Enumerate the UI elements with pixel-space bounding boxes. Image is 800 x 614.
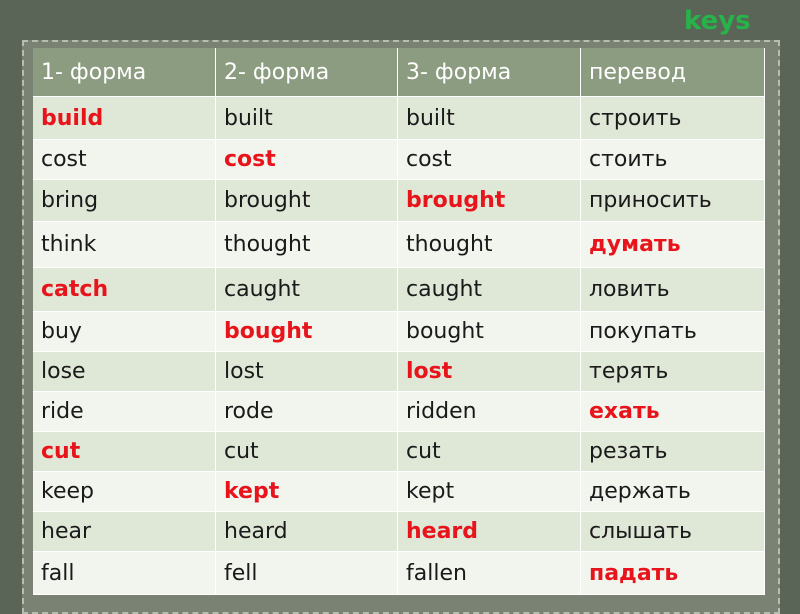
table-row: fall fell fallen падать (33, 552, 765, 595)
table-cell: buy (33, 312, 216, 352)
table-cell: brought (216, 180, 398, 222)
table-cell: терять (581, 352, 765, 392)
table-cell: lose (33, 352, 216, 392)
table-row: keep kept kept держать (33, 472, 765, 512)
table-cell: rode (216, 392, 398, 432)
table-cell: падать (581, 552, 765, 595)
table-cell: lost (398, 352, 581, 392)
table-cell: bought (216, 312, 398, 352)
table-cell: lost (216, 352, 398, 392)
table-row: bring brought brought приносить (33, 180, 765, 222)
table-row: cost cost cost стоить (33, 140, 765, 180)
table-cell: cut (398, 432, 581, 472)
table-cell: строить (581, 97, 765, 140)
table-row: ride rode ridden ехать (33, 392, 765, 432)
table-cell: fall (33, 552, 216, 595)
header-cell: перевод (581, 48, 765, 97)
table-cell: ride (33, 392, 216, 432)
table-row: build built built строить (33, 97, 765, 140)
table-cell: стоить (581, 140, 765, 180)
table-row: think thought thought думать (33, 222, 765, 268)
table-row: cut cut cut резать (33, 432, 765, 472)
table-cell: fell (216, 552, 398, 595)
table-cell: caught (216, 268, 398, 312)
table-cell: built (216, 97, 398, 140)
table-row: lose lost lost терять (33, 352, 765, 392)
header-cell: 3- форма (398, 48, 581, 97)
table-cell: резать (581, 432, 765, 472)
table-cell: cost (398, 140, 581, 180)
table-row: hear heard heard слышать (33, 512, 765, 552)
table-cell: thought (398, 222, 581, 268)
table-cell: heard (216, 512, 398, 552)
table-cell: слышать (581, 512, 765, 552)
table-cell: kept (398, 472, 581, 512)
table-cell: приносить (581, 180, 765, 222)
table-cell: cost (33, 140, 216, 180)
table-cell: cost (216, 140, 398, 180)
table-cell: fallen (398, 552, 581, 595)
table-cell: cut (33, 432, 216, 472)
header-row: 1- форма 2- форма 3- форма перевод (33, 48, 765, 97)
slide: keys 1- форма 2- форма 3- форма перевод buil… (22, 6, 780, 614)
table-cell: hear (33, 512, 216, 552)
table-cell: catch (33, 268, 216, 312)
table-cell: bring (33, 180, 216, 222)
table-cell: thought (216, 222, 398, 268)
table-cell: покупать (581, 312, 765, 352)
table-cell: keep (33, 472, 216, 512)
table-row: buy bought bought покупать (33, 312, 765, 352)
table-cell: ловить (581, 268, 765, 312)
table-cell: built (398, 97, 581, 140)
header-cell: 1- форма (33, 48, 216, 97)
table-cell: kept (216, 472, 398, 512)
table-cell: cut (216, 432, 398, 472)
header-cell: 2- форма (216, 48, 398, 97)
table-cell: держать (581, 472, 765, 512)
table-cell: ехать (581, 392, 765, 432)
table-cell: build (33, 97, 216, 140)
table-cell: think (33, 222, 216, 268)
table-cell: caught (398, 268, 581, 312)
table-cell: bought (398, 312, 581, 352)
title: keys (684, 6, 751, 36)
table-row: catch caught caught ловить (33, 268, 765, 312)
table-cell: ridden (398, 392, 581, 432)
table-cell: brought (398, 180, 581, 222)
table-cell: думать (581, 222, 765, 268)
table-cell: heard (398, 512, 581, 552)
